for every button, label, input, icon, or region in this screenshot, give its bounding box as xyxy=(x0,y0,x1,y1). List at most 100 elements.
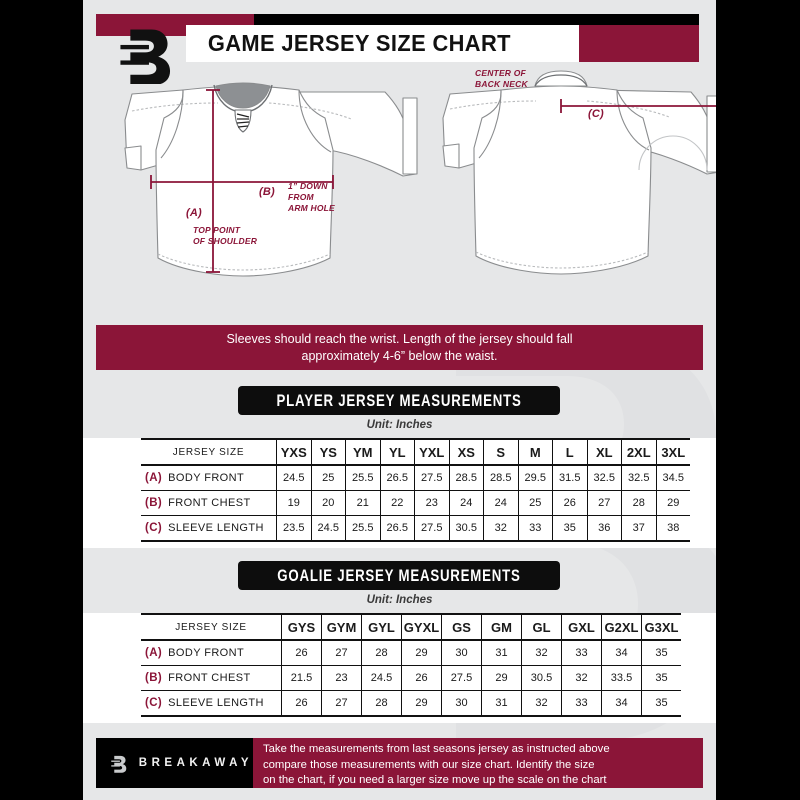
row-label-text: BODY FRONT xyxy=(168,647,245,659)
column-header-size: YS xyxy=(310,438,346,466)
column-header-size: M xyxy=(517,438,553,466)
column-header-size: 2XL xyxy=(621,438,657,466)
row-label-text: SLEEVE LENGTH xyxy=(168,697,264,709)
measurement-cell: 25.5 xyxy=(345,464,381,491)
measurement-cell: 29.5 xyxy=(517,464,553,491)
row-label: (A) BODY FRONT xyxy=(141,639,282,666)
measurement-cell: 29 xyxy=(401,690,442,717)
measurement-cell: 28 xyxy=(361,639,402,666)
page-title-box: GAME JERSEY SIZE CHART xyxy=(186,25,579,62)
measurement-cell: 24.5 xyxy=(276,464,312,491)
measurement-cell: 23 xyxy=(414,490,450,516)
column-header-size: L xyxy=(552,438,588,466)
measurement-cell: 32.5 xyxy=(586,464,622,491)
measurement-cell: 31 xyxy=(481,690,522,717)
column-header-size: GS xyxy=(441,613,482,641)
column-header-size: XS xyxy=(448,438,484,466)
measurement-cell: 24 xyxy=(448,490,484,516)
goalie-measurements-table: JERSEY SIZE GYS GYM GYL GYXL GS GM GL GXL G2XL G3X… xyxy=(141,613,681,717)
table-row: (B) FRONT CHEST 19 20 21 22 23 24 24 25 26 27 28 29 xyxy=(141,490,690,516)
measurement-cell: 34.5 xyxy=(655,464,690,491)
measurement-cell: 27 xyxy=(321,690,362,717)
column-header-size: G3XL xyxy=(641,613,681,641)
column-header-size: 3XL xyxy=(655,438,690,466)
measurement-cell: 24.5 xyxy=(310,515,346,542)
player-table-panel: JERSEY SIZE YXS YS YM YL YXL XS S M L XL 2XL 3XL (A)… xyxy=(83,438,716,548)
player-section-heading: PLAYER JERSEY MEASUREMENTS xyxy=(238,386,560,415)
row-marker-tag: (B) xyxy=(145,672,163,684)
column-header-size: GXL xyxy=(561,613,602,641)
measurement-cell: 25.5 xyxy=(345,515,381,542)
table-row: (A) BODY FRONT 24.5 25 25.5 26.5 27.5 28.5 28.5 2… xyxy=(141,464,690,491)
goalie-section-heading: GOALIE JERSEY MEASUREMENTS xyxy=(238,561,560,590)
measurement-cell: 32.5 xyxy=(621,464,657,491)
row-label-text: FRONT CHEST xyxy=(168,497,251,509)
measurement-cell: 27 xyxy=(586,490,622,516)
row-marker-tag: (C) xyxy=(145,522,163,534)
row-label: (C) SLEEVE LENGTH xyxy=(141,515,277,542)
footer-line-3: on the chart, if you need a larger size … xyxy=(263,774,607,786)
measurement-cell: 34 xyxy=(601,639,642,666)
measurement-cell: 35 xyxy=(641,690,681,717)
measurement-cell: 33 xyxy=(561,690,602,717)
jersey-diagram: CENTER OF BACK NECK (C) (B) (A) TOP POINT… xyxy=(83,62,716,320)
measurement-cell: 21.5 xyxy=(281,665,322,691)
breakaway-b-logo xyxy=(113,22,175,86)
measurement-cell: 30 xyxy=(441,690,482,717)
player-section-heading-text: PLAYER JERSEY MEASUREMENTS xyxy=(276,390,522,410)
label-center-of-back-neck: CENTER OF BACK NECK xyxy=(475,68,528,89)
measurement-cell: 32 xyxy=(561,665,602,691)
measurement-cell: 28.5 xyxy=(483,464,519,491)
measurement-cell: 24.5 xyxy=(361,665,402,691)
measurement-cell: 33 xyxy=(561,639,602,666)
measurement-cell: 26 xyxy=(281,690,322,717)
measurement-cell: 29 xyxy=(401,639,442,666)
sleeve-length-note-banner: Sleeves should reach the wrist. Length o… xyxy=(96,325,703,370)
footer-line-1: Take the measurements from last seasons … xyxy=(263,743,610,755)
column-header-size: S xyxy=(483,438,519,466)
column-header-size: XL xyxy=(586,438,622,466)
measurement-cell: 27.5 xyxy=(414,515,450,542)
column-header-size: YXL xyxy=(414,438,450,466)
label-marker-c: (C) xyxy=(588,108,604,120)
measurement-cell: 23.5 xyxy=(276,515,312,542)
column-header-jersey-size: JERSEY SIZE xyxy=(141,613,282,641)
measurement-cell: 26 xyxy=(281,639,322,666)
measurement-cell: 28 xyxy=(361,690,402,717)
label-one-inch-down-from-arm-hole: 1” DOWN FROM ARM HOLE xyxy=(288,181,335,213)
measurement-cell: 24 xyxy=(483,490,519,516)
label-top-point-of-shoulder: TOP POINT OF SHOULDER xyxy=(193,225,258,246)
measurement-cell: 38 xyxy=(655,515,690,542)
player-table-body: (A) BODY FRONT 24.5 25 25.5 26.5 27.5 28.5 28.5 2… xyxy=(141,464,690,542)
measurement-cell: 26 xyxy=(401,665,442,691)
measurement-cell: 28.5 xyxy=(448,464,484,491)
measurement-cell: 29 xyxy=(481,665,522,691)
measurement-cell: 27.5 xyxy=(441,665,482,691)
row-marker-tag: (A) xyxy=(145,647,163,659)
goalie-table-panel: JERSEY SIZE GYS GYM GYL GYXL GS GM GL GXL G2XL G3X… xyxy=(83,613,716,723)
measurement-cell: 36 xyxy=(586,515,622,542)
column-header-size: G2XL xyxy=(601,613,642,641)
measurement-cell: 19 xyxy=(276,490,312,516)
label-marker-b: (B) xyxy=(259,186,275,198)
row-label: (A) BODY FRONT xyxy=(141,464,277,491)
measurement-cell: 33.5 xyxy=(601,665,642,691)
footer-line-2: compare those measurements with our size… xyxy=(263,758,595,771)
header-maroon-block-right xyxy=(579,25,699,62)
measurement-cell: 25 xyxy=(517,490,553,516)
table-header-row: JERSEY SIZE GYS GYM GYL GYXL GS GM GL GXL G2XL G3X… xyxy=(141,613,681,641)
row-label: (C) SLEEVE LENGTH xyxy=(141,690,282,717)
page-title: GAME JERSEY SIZE CHART xyxy=(207,30,511,56)
measurement-cell: 30.5 xyxy=(448,515,484,542)
row-marker-tag: (A) xyxy=(145,472,163,484)
note-line-2: approximately 4-6” below the waist. xyxy=(301,348,498,363)
measurement-cell: 27 xyxy=(321,639,362,666)
measurement-cell: 23 xyxy=(321,665,362,691)
column-header-size: GM xyxy=(481,613,522,641)
goalie-table-body: (A) BODY FRONT 26 27 28 29 30 31 32 33 34 35 (B) FRON… xyxy=(141,639,681,717)
column-header-size: GL xyxy=(521,613,562,641)
measurement-cell: 35 xyxy=(552,515,588,542)
row-label: (B) FRONT CHEST xyxy=(141,490,277,516)
measurement-cell: 30 xyxy=(441,639,482,666)
table-row: (B) FRONT CHEST 21.5 23 24.5 26 27.5 29 30.5 32 33… xyxy=(141,665,681,691)
